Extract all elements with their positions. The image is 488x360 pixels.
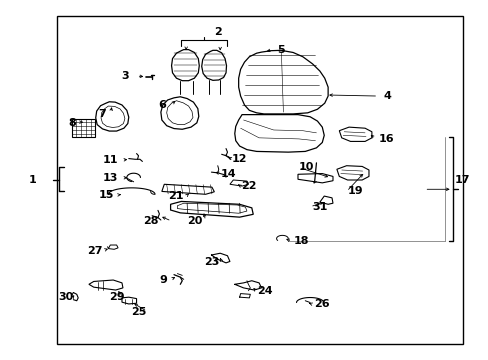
Text: 7: 7 — [98, 109, 106, 119]
Text: 27: 27 — [87, 246, 102, 256]
Text: 24: 24 — [257, 287, 273, 296]
Text: 28: 28 — [143, 216, 159, 226]
Text: 17: 17 — [454, 175, 469, 185]
Text: 18: 18 — [293, 237, 309, 247]
Text: 13: 13 — [103, 173, 118, 183]
Text: 6: 6 — [158, 100, 165, 110]
Text: 23: 23 — [204, 257, 219, 267]
Text: 30: 30 — [58, 292, 73, 302]
Text: 11: 11 — [103, 156, 118, 165]
Bar — [57, 16, 462, 344]
Text: 2: 2 — [213, 27, 221, 37]
Text: 22: 22 — [241, 181, 257, 191]
Text: 4: 4 — [383, 91, 391, 101]
Text: 29: 29 — [109, 292, 124, 302]
Text: 20: 20 — [187, 216, 202, 226]
Text: 25: 25 — [131, 307, 146, 317]
Text: 16: 16 — [378, 134, 394, 144]
Text: 15: 15 — [98, 190, 113, 200]
Text: 5: 5 — [277, 45, 284, 55]
Text: 10: 10 — [299, 162, 314, 172]
Text: 14: 14 — [221, 169, 236, 179]
Text: 3: 3 — [122, 71, 129, 81]
Text: 19: 19 — [347, 186, 363, 197]
Text: 9: 9 — [159, 275, 167, 285]
Text: 8: 8 — [68, 118, 76, 128]
Text: 12: 12 — [231, 154, 247, 163]
Text: 21: 21 — [167, 191, 183, 201]
Text: 31: 31 — [311, 202, 327, 212]
Text: 1: 1 — [29, 175, 37, 185]
Text: 26: 26 — [314, 299, 329, 309]
